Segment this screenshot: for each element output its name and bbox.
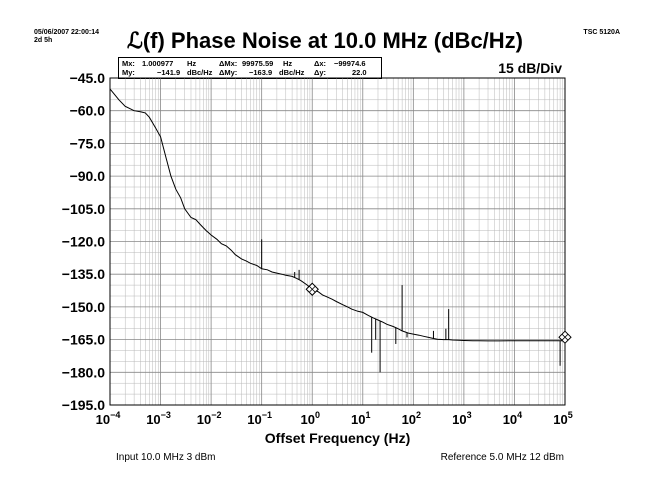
marker-cross [308, 285, 316, 293]
dmx-label: ΔMx: [219, 59, 238, 68]
y-tick-label: −195.0 [62, 397, 105, 413]
y-tick-label: −180.0 [62, 364, 105, 380]
x-tick-label: 105 [553, 410, 572, 427]
y-tick-label: −45.0 [70, 70, 106, 86]
instrument-label: TSC 5120A [583, 29, 620, 36]
x-tick-label: 103 [452, 410, 471, 427]
y-tick-label: −105.0 [62, 201, 105, 217]
y-tick-label: −135.0 [62, 266, 105, 282]
x-tick-label: 104 [503, 410, 522, 427]
my-value: −141.9 [157, 68, 181, 77]
chart-title: ℒ(f) Phase Noise at 10.0 MHz (dBc/Hz) [126, 28, 524, 53]
dmy-unit: dBc/Hz [279, 68, 305, 77]
y-tick-label: −90.0 [70, 168, 106, 184]
x-tick-label: 10−2 [197, 410, 222, 427]
date-text: 05/06/2007 22:00:14 [34, 29, 99, 36]
dx-value: −99974.6 [334, 59, 366, 68]
scale-label: 15 dB/Div [498, 60, 562, 76]
y-tick-label: −150.0 [62, 299, 105, 315]
x-tick-label: 10−3 [146, 410, 171, 427]
y-tick-label: −75.0 [70, 135, 106, 151]
mx-value: 1.000977 [142, 59, 174, 68]
y-tick-label: −165.0 [62, 332, 105, 348]
dmy-value: −163.9 [249, 68, 273, 77]
x-tick-label: 10−1 [247, 410, 272, 427]
x-axis-label: Offset Frequency (Hz) [264, 430, 411, 446]
dx-label: Δx: [314, 59, 327, 68]
dmy-label: ΔMy: [219, 68, 238, 77]
y-tick-label: −120.0 [62, 234, 105, 250]
marker-cross [561, 333, 569, 341]
phase-noise-trace [109, 88, 565, 342]
dmx-unit: Hz [283, 59, 293, 68]
my-label: My: [122, 68, 135, 77]
marker-readout-box: Mx: 1.000977 Hz My: −141.9 dBc/Hz ΔMx: 9… [118, 57, 382, 79]
input-info: Input 10.0 MHz 3 dBm [116, 452, 216, 463]
mx-label: Mx: [122, 59, 135, 68]
plot-frame [109, 77, 566, 406]
x-tick-label: 100 [300, 410, 319, 427]
x-tick-label: 10−4 [96, 410, 121, 427]
y-tick-label: −60.0 [70, 103, 106, 119]
elapsed-text: 2d 5h [34, 37, 53, 44]
x-tick-label: 101 [351, 410, 370, 427]
x-tick-label: 102 [402, 410, 421, 427]
dy-label: Δy: [314, 68, 327, 77]
mx-unit: Hz [187, 59, 197, 68]
dmx-value: 99975.59 [242, 59, 274, 68]
reference-info: Reference 5.0 MHz 12 dBm [440, 452, 564, 463]
dy-value: 22.0 [352, 68, 367, 77]
my-unit: dBc/Hz [187, 68, 213, 77]
